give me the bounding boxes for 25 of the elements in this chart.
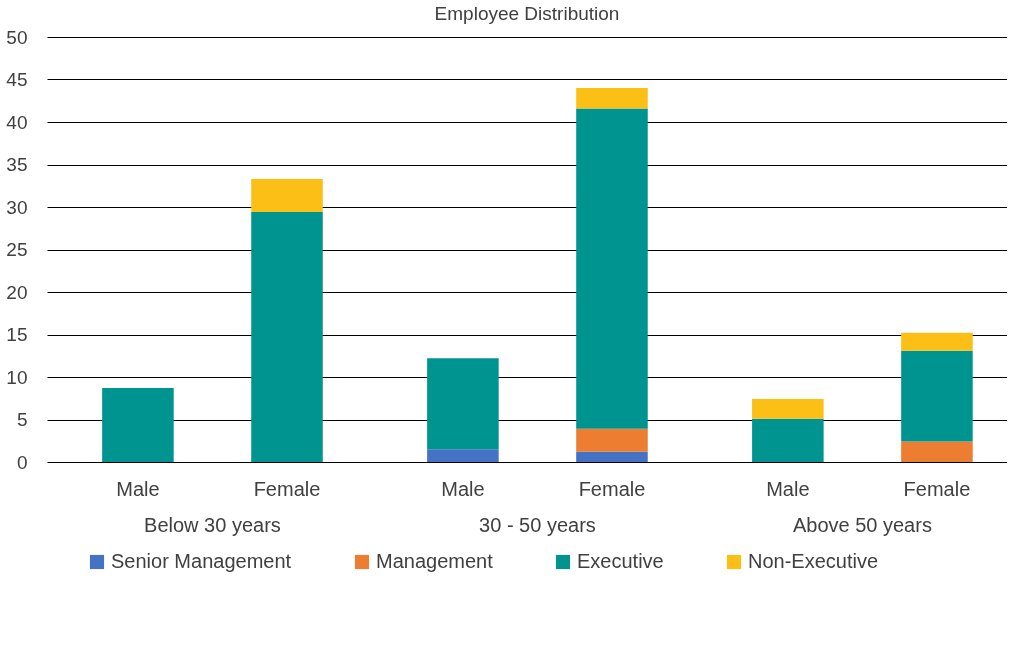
legend-label: Executive — [577, 550, 664, 572]
y-tick-label: 25 — [6, 239, 28, 260]
y-tick-label: 40 — [6, 111, 28, 133]
y-tick-label: 30 — [6, 196, 28, 218]
x-tick-label: Female — [903, 478, 971, 500]
y-tick-label: 45 — [6, 69, 28, 90]
y-tick-label: 15 — [6, 324, 28, 345]
x-tick-label: Female — [253, 478, 321, 500]
legend-label: Non-Executive — [748, 550, 879, 572]
y-tick-label: 50 — [6, 26, 28, 48]
x-tick-label: Male — [116, 478, 160, 500]
x-tick-label: Female — [578, 478, 646, 500]
text: 30 - 50 years — [479, 514, 596, 536]
text: Below 30 years — [144, 514, 281, 536]
y-tick-label: 20 — [6, 281, 28, 303]
y-tick-label: 35 — [6, 154, 28, 175]
x-tick-label: Male — [766, 478, 810, 500]
y-tick-label: 10 — [6, 366, 28, 388]
x-tick-label: Male — [441, 478, 485, 500]
legend-label: Management — [376, 550, 494, 572]
y-tick-label: 0 — [16, 451, 28, 473]
y-tick-label: 5 — [16, 409, 28, 430]
chart-title: Employee Distribution — [434, 3, 620, 24]
text: Above 50 years — [792, 514, 932, 536]
legend-label: Senior Management — [111, 550, 292, 572]
